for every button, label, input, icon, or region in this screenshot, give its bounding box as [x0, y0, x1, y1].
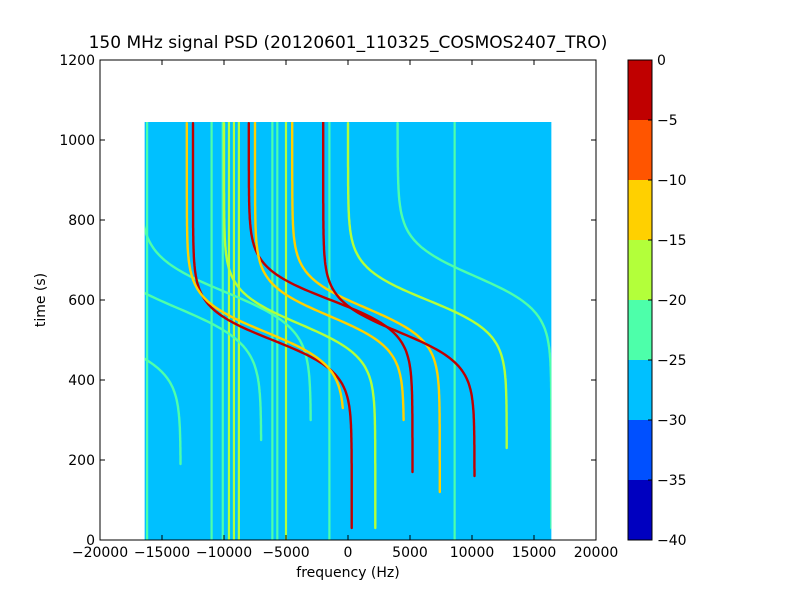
x-tick-label: −10000 [196, 545, 252, 561]
colorbar-segment [628, 300, 652, 361]
colorbar-tick-label: −30 [657, 413, 687, 429]
x-tick-label: −5000 [262, 545, 309, 561]
doppler-track [144, 357, 182, 466]
x-tick-label: −15000 [134, 545, 190, 561]
x-tick-label: 20000 [574, 545, 619, 561]
x-axis-label: frequency (Hz) [296, 565, 399, 581]
y-tick-label: 200 [68, 453, 95, 469]
doppler-track [396, 122, 552, 530]
colorbar-tick-label: −35 [657, 473, 687, 489]
colorbar-segment [628, 420, 652, 481]
x-tick-label: −20000 [72, 545, 128, 561]
x-tick-label: 0 [344, 545, 353, 561]
colorbar-tick-label: −40 [657, 533, 687, 549]
colorbar-segment [628, 240, 652, 301]
colorbar-tick-label: −10 [657, 173, 687, 189]
doppler-track [253, 122, 405, 422]
x-tick-label: 5000 [392, 545, 428, 561]
doppler-track [247, 122, 414, 474]
chart-title: 150 MHz signal PSD (20120601_110325_COSM… [89, 33, 608, 53]
y-axis-label: time (s) [33, 273, 49, 327]
doppler-track [322, 122, 476, 478]
colorbar-segment [628, 60, 652, 121]
y-tick-label: 400 [68, 373, 95, 389]
colorbar-segment [628, 180, 652, 241]
doppler-track [144, 291, 263, 442]
colorbar-segment [628, 480, 652, 541]
y-tick-label: 0 [86, 533, 95, 549]
y-tick-label: 1200 [59, 53, 95, 69]
colorbar-segment [628, 360, 652, 421]
colorbar-segment [628, 120, 652, 181]
y-tick-label: 800 [68, 213, 95, 229]
colorbar-tick-label: −5 [657, 113, 678, 129]
y-tick-label: 600 [68, 293, 95, 309]
colorbar-tick-label: 0 [657, 53, 666, 69]
colorbar-tick-label: −20 [657, 293, 687, 309]
doppler-track [291, 122, 441, 494]
colorbar-tick-label: −15 [657, 233, 687, 249]
axis-ticks: −20000 −15000 −10000 −5000 0 5000 10000 15000 20… [59, 53, 618, 561]
x-tick-label: 15000 [512, 545, 557, 561]
doppler-track [191, 122, 353, 530]
doppler-track [185, 122, 344, 410]
y-tick-label: 1000 [59, 133, 95, 149]
x-tick-label: 10000 [450, 545, 495, 561]
colorbar-tick-label: −25 [657, 353, 687, 369]
doppler-track [144, 223, 312, 422]
doppler-tracks [144, 122, 552, 530]
colorbar: 0 −5 −10 −15 −20 −25 −30 −35 −40 [627, 53, 687, 549]
doppler-track [346, 122, 508, 450]
doppler-track [222, 122, 377, 530]
